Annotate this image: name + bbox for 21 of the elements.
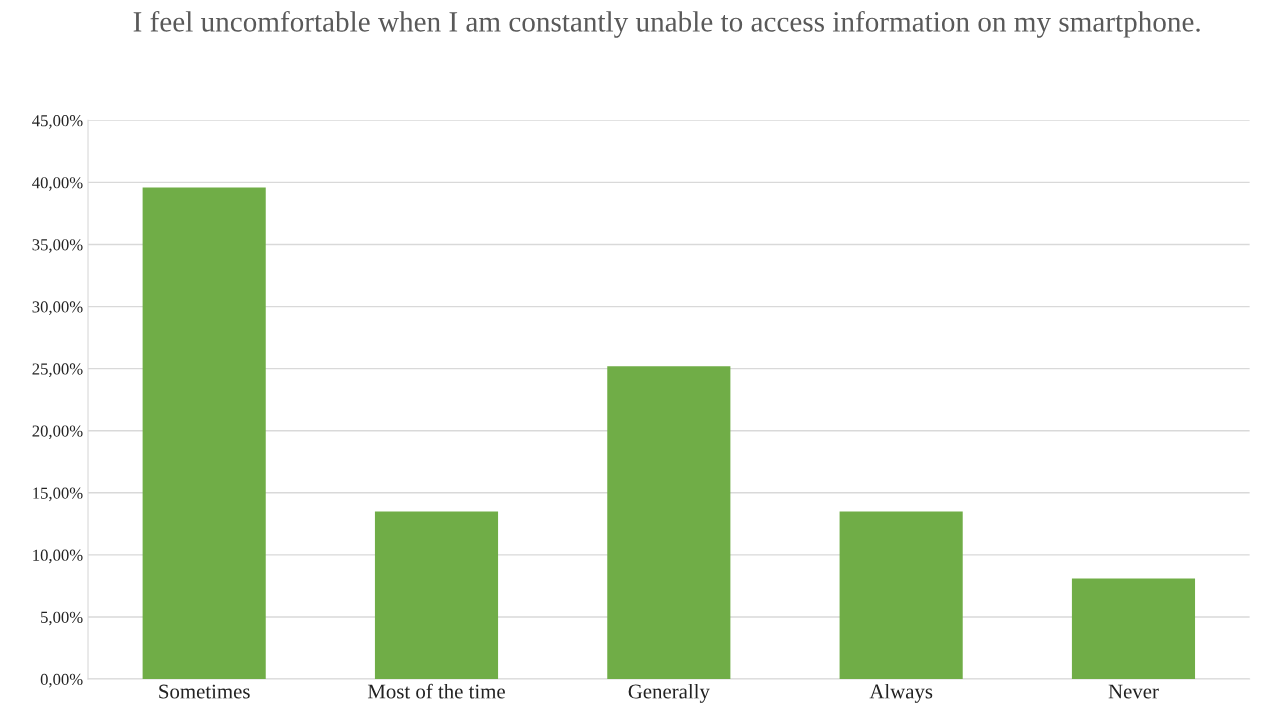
y-tick-label: 10,00% xyxy=(33,549,83,564)
y-tick-label: 5,00% xyxy=(41,611,83,626)
bar xyxy=(374,511,499,680)
y-tick-label: 35,00% xyxy=(32,239,83,253)
bar xyxy=(839,511,963,680)
y-tick-label: 45,00% xyxy=(32,115,83,129)
x-tick-label: Generally xyxy=(628,683,710,703)
y-tick-label: 0,00% xyxy=(40,673,83,688)
x-tick-label: Always xyxy=(869,683,933,703)
chart-title: I feel uncomfortable when I am constantly unable to access information on my smartphone. xyxy=(133,10,1200,38)
bar xyxy=(1071,578,1196,680)
bar xyxy=(607,366,731,680)
x-tick-label: Most of the time xyxy=(367,683,505,699)
bar xyxy=(142,187,266,680)
y-tick-label: 25,00% xyxy=(32,363,83,377)
y-tick-label: 15,00% xyxy=(33,487,83,502)
y-tick-label: 40,00% xyxy=(32,177,83,191)
x-tick-label: Never xyxy=(1108,684,1159,699)
y-tick-label: 20,00% xyxy=(32,425,83,440)
x-tick-label: Sometimes xyxy=(159,684,250,699)
y-tick-label: 30,00% xyxy=(32,301,83,315)
